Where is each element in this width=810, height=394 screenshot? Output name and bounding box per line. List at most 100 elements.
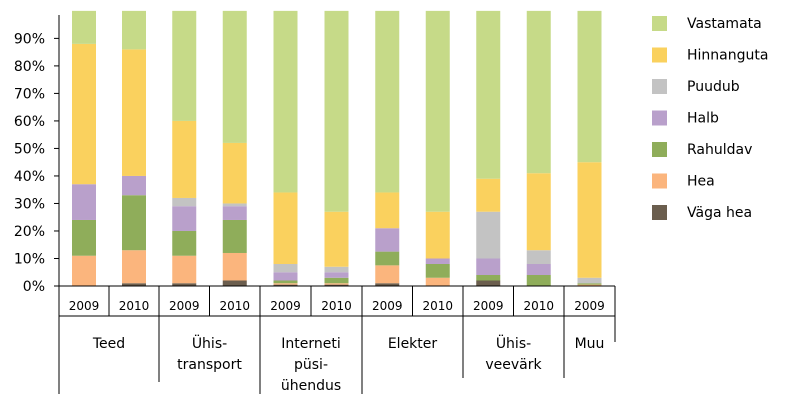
bar-segment bbox=[222, 219, 247, 253]
legend-swatch bbox=[652, 47, 667, 63]
bar-segment bbox=[72, 10, 96, 44]
bar-segment bbox=[72, 255, 96, 286]
x-year-label: 2009 bbox=[69, 299, 100, 313]
bar-segment bbox=[122, 10, 146, 50]
bar-segment bbox=[425, 277, 450, 286]
bar-segment bbox=[72, 184, 96, 220]
bar-segment bbox=[273, 283, 298, 285]
bar-segment bbox=[172, 255, 197, 284]
legend-swatch bbox=[652, 79, 667, 94]
bar-segment bbox=[122, 195, 146, 251]
bar-segment bbox=[172, 10, 197, 121]
bar-segment bbox=[273, 280, 298, 284]
y-tick-label: 50% bbox=[14, 141, 45, 157]
bar-segment bbox=[324, 211, 349, 267]
bar-segment bbox=[425, 258, 450, 264]
bar-segment bbox=[122, 250, 146, 284]
bar-segment bbox=[577, 277, 602, 284]
x-year-label: 2010 bbox=[422, 299, 453, 313]
bar-segment bbox=[72, 43, 96, 185]
bar-segment bbox=[222, 252, 247, 281]
y-tick-label: 20% bbox=[14, 224, 45, 240]
bar-segment bbox=[425, 263, 450, 278]
x-year-label: 2010 bbox=[219, 299, 250, 313]
bar-segment bbox=[526, 173, 551, 251]
bar-segment bbox=[222, 10, 247, 143]
bar-segment bbox=[375, 228, 400, 252]
y-tick-label: 90% bbox=[14, 31, 45, 47]
bar-segment bbox=[273, 10, 298, 193]
bar-segment bbox=[375, 10, 400, 193]
bar-segment bbox=[172, 206, 197, 231]
bar-segment bbox=[222, 142, 247, 204]
legend-label: Väga hea bbox=[687, 205, 752, 221]
bar-segment bbox=[425, 10, 450, 212]
legend-swatch bbox=[652, 142, 667, 157]
bar-segment bbox=[476, 258, 501, 275]
x-year-label: 2009 bbox=[473, 299, 504, 313]
x-group-label: Ühis- bbox=[496, 334, 531, 352]
bar-segment bbox=[375, 283, 400, 286]
bar-segment bbox=[172, 120, 197, 198]
bar-segment bbox=[375, 251, 400, 266]
y-tick-label: 40% bbox=[14, 169, 45, 185]
legend-label: Rahuldav bbox=[687, 142, 752, 158]
bar-segment bbox=[526, 263, 551, 275]
bar-segment bbox=[476, 211, 501, 259]
bar-segment bbox=[577, 162, 602, 278]
y-tick-label: 10% bbox=[14, 251, 45, 267]
x-group-label: Elekter bbox=[388, 336, 438, 352]
bar-segment bbox=[476, 178, 501, 212]
bar-segment bbox=[577, 284, 602, 286]
bar-segment bbox=[375, 192, 400, 229]
legend-label: Puudub bbox=[687, 79, 740, 95]
bar-segment bbox=[476, 274, 501, 281]
x-year-label: 2009 bbox=[574, 299, 605, 313]
x-year-label: 2010 bbox=[321, 299, 352, 313]
x-group-label: püsi- bbox=[294, 357, 328, 373]
bar-segment bbox=[526, 274, 551, 286]
x-group-label: transport bbox=[177, 357, 242, 373]
bar-segment bbox=[425, 211, 450, 259]
bar-segment bbox=[222, 203, 247, 207]
bar-segment bbox=[324, 10, 349, 212]
legend-swatch bbox=[652, 173, 667, 189]
legend-swatch bbox=[652, 16, 667, 31]
legend-label: Hea bbox=[687, 174, 715, 190]
bar-segment bbox=[172, 230, 197, 256]
legend-label: Vastamata bbox=[687, 16, 762, 32]
y-tick-label: 0% bbox=[23, 279, 45, 295]
x-year-label: 2009 bbox=[372, 299, 403, 313]
x-group-label: Teed bbox=[92, 336, 125, 352]
bar-segment bbox=[324, 277, 349, 284]
legend-label: Halb bbox=[687, 111, 719, 127]
bar-segment bbox=[577, 10, 602, 163]
y-tick-label: 60% bbox=[14, 114, 45, 130]
x-group-label: Interneti bbox=[281, 336, 340, 352]
bar-segment bbox=[476, 280, 501, 286]
bar-segment bbox=[324, 283, 349, 285]
bar-segment bbox=[526, 10, 551, 174]
bar-segment bbox=[222, 280, 247, 286]
bar-segment bbox=[273, 263, 298, 273]
bar-segment bbox=[577, 283, 602, 285]
y-tick-label: 80% bbox=[14, 59, 45, 75]
x-group-label: ühendus bbox=[281, 378, 341, 394]
bar-segment bbox=[324, 272, 349, 278]
y-tick-label: 30% bbox=[14, 196, 45, 212]
bar-segment bbox=[324, 284, 349, 286]
bar-segment bbox=[172, 197, 197, 207]
bar-segment bbox=[476, 10, 501, 179]
bar-segment bbox=[122, 49, 146, 176]
bar-segment bbox=[72, 219, 96, 256]
bar-segment bbox=[526, 250, 551, 264]
bar-segment bbox=[375, 265, 400, 284]
x-year-label: 2009 bbox=[270, 299, 301, 313]
x-group-label: Ühis- bbox=[192, 334, 227, 352]
bar-segment bbox=[172, 283, 197, 286]
bar-segment bbox=[273, 272, 298, 281]
bar-segment bbox=[273, 192, 298, 264]
bar-segment bbox=[273, 284, 298, 286]
x-year-label: 2010 bbox=[119, 299, 150, 313]
